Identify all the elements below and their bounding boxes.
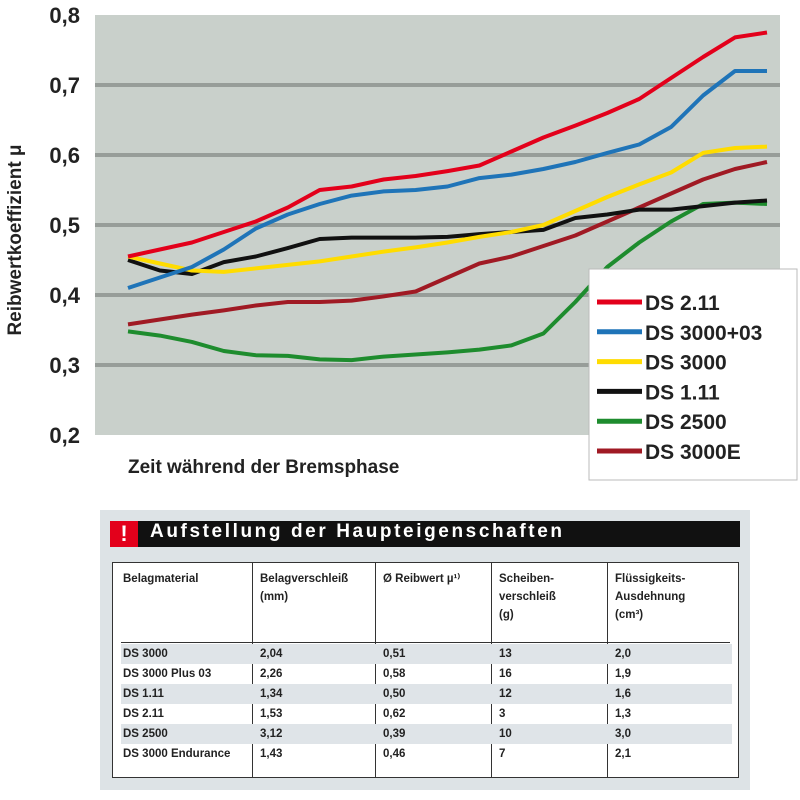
y-axis-title: Reibwertkoeffizient μ [5,144,26,335]
series-line-ds-1-11 [127,198,768,276]
y-tick-label: 0,7 [49,73,80,98]
series-line-ds-3000 [127,144,768,274]
table-cell: DS 2.11 [123,708,164,720]
table-title: Aufstellung der Haupteigenschaften [150,521,565,542]
header-pad-wear: Belagverschleiß (mm) [260,573,349,603]
table-row: DS 1.11 1,34 0,50 12 1,6 [121,684,732,704]
table-cell: 1,3 [615,708,631,720]
table-cell: 12 [499,688,512,700]
table-cell: 0,50 [383,688,406,700]
table-cell: 0,51 [383,648,406,660]
y-tick-label: 0,8 [49,3,80,28]
legend-label: DS 3000E [645,441,741,464]
table-cell: 2,04 [260,648,283,660]
legend-label: DS 3000+03 [645,322,762,345]
table-cell: 3,12 [260,728,283,740]
series-line-ds-3000-03 [127,69,767,290]
table-cell: DS 3000 Endurance [123,748,231,760]
legend-label: DS 3000 [645,352,727,375]
table-cell: 1,6 [615,688,631,700]
legend-label: DS 2500 [645,411,727,434]
table-cell: 1,9 [615,668,631,680]
table-cell: 3 [499,708,506,720]
table-cell: 2,1 [615,748,631,760]
table-cell: 1,53 [260,708,283,720]
y-tick-label: 0,2 [49,423,80,448]
header-disc-wear: Scheiben- verschleiß (g) [499,573,556,621]
y-tick-label: 0,5 [49,213,80,238]
table-cell: 1,43 [260,748,283,760]
table-row: DS 3000 Endurance 1,43 0,46 7 2,1 [121,744,631,764]
table-title-bar: ! Aufstellung der Haupteigenschaften [110,521,740,547]
legend-label: DS 1.11 [645,381,720,404]
properties-panel: ! Aufstellung der Haupteigenschaften Bel… [100,510,750,790]
table-cell: 2,0 [615,648,631,660]
y-tick-label: 0,3 [49,353,80,378]
table-cell: 0,58 [383,668,406,680]
y-tick-label: 0,6 [49,143,80,168]
table-row: DS 3000 Plus 03 2,26 0,58 16 1,9 [121,664,631,684]
properties-table: Belagmaterial Belagverschleiß (mm) Ø Rei… [112,562,739,778]
table-row: DS 2500 3,12 0,39 10 3,0 [121,724,732,744]
table-cell: 10 [499,728,512,740]
table-row: DS 3000 2,04 0,51 13 2,0 [121,644,732,664]
table-row: DS 2.11 1,53 0,62 3 1,3 [121,704,631,724]
warning-icon: ! [110,521,138,547]
table-cell: 7 [499,748,506,760]
table-cell: 1,34 [260,688,283,700]
header-friction: Ø Reibwert µ¹⁾ [383,573,461,585]
table-cell: 3,0 [615,728,631,740]
series-line-ds-2-11 [127,30,768,259]
y-tick-label: 0,4 [49,283,80,308]
series-line-ds-3000e [127,160,768,327]
header-material: Belagmaterial [123,573,199,585]
table-cell: DS 3000 [123,648,168,660]
table-cell: 0,39 [383,728,406,740]
table-cell: 0,62 [383,708,406,720]
series-line-ds-2500 [127,200,768,363]
x-axis-title: Zeit während der Bremsphase [128,457,399,478]
table-cell: DS 3000 Plus 03 [123,668,212,680]
table-cell: 0,46 [383,748,406,760]
table-cell: DS 2500 [123,728,168,740]
header-fluid-expansion: Flüssigkeits- Ausdehnung (cm³) [615,573,686,621]
friction-chart: 0,2 0,3 0,4 0,5 0,6 0,7 0,8 Reibwertkoeffizien… [5,3,798,481]
legend-label: DS 2.11 [645,292,720,315]
table-cell: DS 1.11 [123,688,164,700]
table-cell: 2,26 [260,668,283,680]
table-cell: 16 [499,668,512,680]
table-cell: 13 [499,648,512,660]
